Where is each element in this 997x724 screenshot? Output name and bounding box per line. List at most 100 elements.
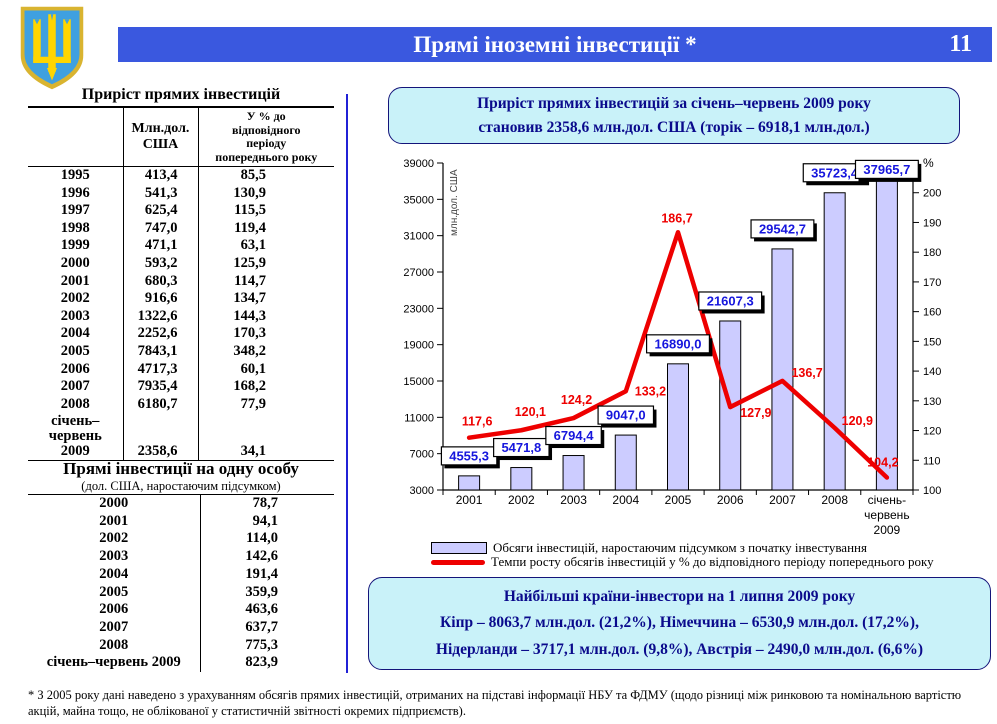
investment-chart: 3000 7000 11000 15000 19000 23000 27000 31000 35… [403, 156, 941, 537]
table-cell: 2252,6 [122, 325, 199, 343]
bar-swatch-icon [431, 542, 487, 554]
y-axis-label: 7000 [410, 449, 434, 461]
table-row: 2007 637,7 [28, 618, 334, 637]
table-row: січень– червень 2009 2358,6 34,1 [28, 413, 334, 462]
growth-value-label: 120,1 [515, 405, 546, 419]
table-cell: 2006 [60, 360, 90, 377]
pct-axis-label: 200 [923, 188, 941, 200]
table-cell: 680,3 [122, 272, 199, 291]
y-axis-label: 15000 [403, 376, 434, 388]
table-cell: 191,4 [199, 565, 334, 584]
bar-value-label: 35723,4 [811, 165, 859, 180]
bar-value-label: 6794,4 [554, 428, 595, 443]
table-cell: 1995 [60, 167, 90, 183]
x-axis-label: 2009 [874, 523, 901, 537]
table-row: 2005 7843,1 348,2 [28, 342, 334, 361]
bar [667, 363, 689, 491]
table-cell: 119,4 [234, 219, 266, 236]
note-line: Кіпр – 8063,7 млн.дол. (21,2%), Німеччин… [440, 614, 919, 632]
bar-label-box [597, 405, 655, 425]
y-axis-label: 39000 [403, 158, 434, 170]
table-row: 2006 463,6 [28, 601, 334, 619]
empty-header-cell [28, 106, 123, 167]
table-row: 1995 413,4 85,5 [28, 166, 334, 185]
x-axis-label: 2007 [769, 493, 796, 507]
pct-axis-label: 160 [923, 307, 941, 319]
table-cell: 144,3 [233, 307, 266, 324]
x-axis-label: червень [864, 508, 909, 522]
table-cell: 1997 [60, 202, 90, 219]
line-swatch-icon [431, 559, 485, 565]
growth-value-label: 124,2 [561, 393, 592, 407]
x-axis-label: 2008 [821, 493, 848, 507]
table-row: 2001 680,3 114,7 [28, 272, 334, 291]
pct-axis-label: 150 [923, 336, 941, 348]
table-cell: 2003 [60, 307, 90, 324]
table-cell: 916,6 [122, 290, 199, 308]
page-number: 11 [949, 31, 972, 57]
table-row: 2000 593,2 125,9 [28, 254, 334, 273]
x-axis-label: 2004 [612, 493, 639, 507]
table-cell: 2008 [99, 636, 129, 653]
header-bar: Прямі іноземні інвестиції * 11 [118, 27, 992, 62]
bar-value-label: 29542,7 [759, 221, 806, 236]
y-axis-label: 27000 [403, 267, 434, 279]
bar-value-label: 5471,8 [501, 440, 541, 455]
bar [823, 192, 846, 491]
table-row: 1999 471,1 63,1 [28, 237, 334, 255]
per-capita-subtitle: (дол. США, наростаючим підсумком) [81, 479, 281, 493]
bar-value-label: 37965,7 [863, 162, 910, 177]
table-cell: 60,1 [240, 360, 266, 377]
bar [510, 467, 533, 491]
table-cell: 593,2 [122, 254, 199, 273]
bar-label-box [545, 425, 602, 446]
bar-value-label: 9047,0 [606, 408, 646, 423]
table-cell: січень– червень 2009 [28, 413, 123, 462]
bar [771, 248, 794, 491]
table-cell: 359,9 [199, 583, 334, 602]
table-row: 2007 7935,4 168,2 [28, 378, 334, 396]
pct-axis-label: 130 [923, 396, 941, 408]
table-cell: 114,0 [199, 530, 334, 549]
table-row: 2002 114,0 [28, 530, 334, 549]
bar-label-box [750, 219, 815, 239]
table-cell: 34,1 [198, 413, 334, 462]
table-cell: 775,3 [199, 636, 334, 655]
table-cell: 168,2 [233, 378, 266, 395]
growth-value-label: 117,6 [462, 415, 493, 429]
table-cell: 348,2 [233, 342, 266, 359]
table-row: 1996 541,3 130,9 [28, 184, 334, 203]
growth-value-label: 136,7 [791, 366, 822, 380]
table-cell: 1999 [60, 237, 90, 254]
table-cell: 2008 [60, 395, 90, 412]
x-axis-label: 2002 [508, 493, 535, 507]
investment-growth-tbody: 1995 413,4 85,5 1996 541,3 130,9 1997 625,4 115,… [28, 166, 334, 462]
left-axis-title: млн.дол. США [449, 169, 460, 236]
y-axis-label: 31000 [403, 231, 434, 243]
bar-label-box [698, 291, 763, 311]
table-cell: 1996 [60, 184, 90, 201]
table-row: 1998 747,0 119,4 [28, 219, 334, 238]
pct-axis-label: 110 [923, 455, 941, 467]
page-title: Прямі іноземні інвестиції * [413, 32, 697, 57]
y-axis-label: 23000 [403, 303, 434, 315]
y-axis-label: 3000 [410, 485, 434, 497]
note-line: Нідерланди – 3717,1 млн.дол. (9,8%), Авс… [435, 640, 924, 658]
table-cell: 2358,6 [122, 413, 199, 462]
bar-value-label: 16890,0 [655, 336, 702, 351]
table-cell: 63,1 [240, 237, 266, 254]
note-line: становив 2358,6 млн.дол. США (торік – 69… [478, 118, 870, 136]
table-cell: 77,9 [240, 395, 266, 412]
table-row: 2002 916,6 134,7 [28, 290, 334, 308]
table-row: 2008 775,3 [28, 636, 334, 655]
bar-label-box [646, 334, 711, 354]
table-cell: 1998 [60, 219, 90, 236]
table-cell: січень–червень 2009 [46, 654, 181, 671]
table-cell: 625,4 [122, 202, 199, 220]
growth-value-label: 186,7 [661, 211, 692, 225]
note-line: Приріст прямих інвестицій за січень–черв… [477, 95, 871, 113]
table-cell: 2002 [60, 290, 90, 307]
per-capita-tbody: 2000 78,7 2001 94,1 2002 114,0 2003 142,6 2004 19… [28, 494, 334, 673]
growth-value-label: 133,2 [635, 384, 666, 398]
table-row: 2004 191,4 [28, 565, 334, 584]
